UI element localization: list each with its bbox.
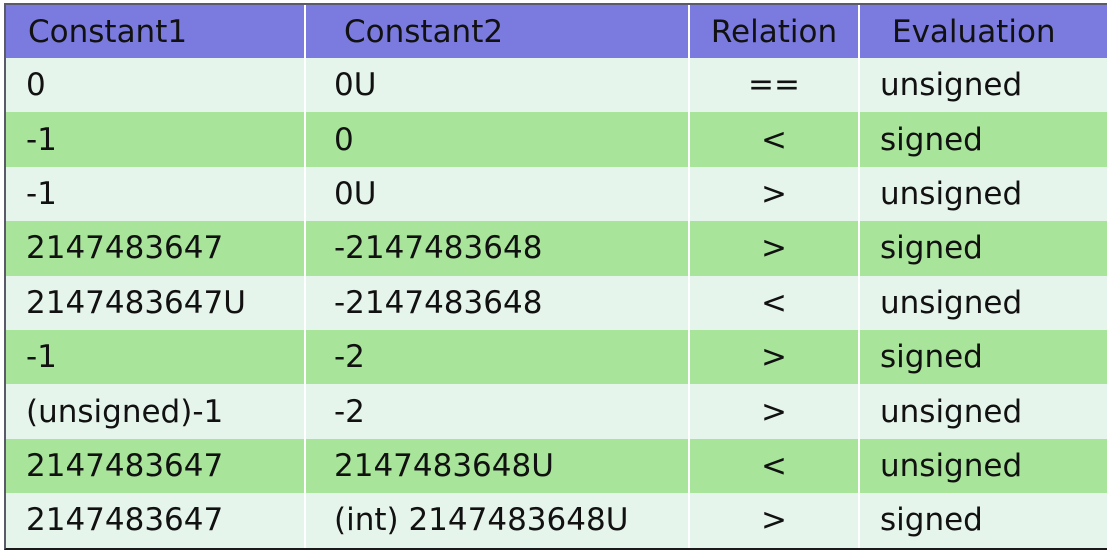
table-row: 2147483647 (int) 2147483648U > signed: [6, 493, 1107, 548]
table-row: -1 0U > unsigned: [6, 166, 1107, 222]
table-header-row: Constant1 Constant2 Relation Evaluation: [6, 5, 1107, 58]
table-row: 2147483647 -2147483648 > signed: [6, 221, 1107, 276]
evaluation-cell: unsigned: [880, 447, 1023, 484]
header-evaluation: Evaluation: [892, 13, 1056, 50]
evaluation-cell: unsigned: [880, 284, 1023, 321]
table-row: 2147483647 2147483648U < unsigned: [6, 438, 1107, 494]
evaluation-cell: signed: [880, 339, 983, 376]
constant2-cell: -2147483648: [306, 275, 690, 330]
relation-cell: >: [690, 166, 860, 222]
relation-cell: <: [690, 438, 860, 494]
constant2-cell: -2: [306, 384, 690, 439]
constant1-cell: 2147483647: [6, 493, 306, 548]
relation-cell: <: [690, 112, 860, 167]
evaluation-cell: signed: [880, 502, 983, 539]
relation-cell: <: [690, 275, 860, 330]
header-relation: Relation: [690, 5, 860, 58]
table-body: 0 0U == unsigned -1 0 < signed -1 0U > unsigned 2147…: [6, 58, 1107, 548]
table-row: -1 -2 > signed: [6, 329, 1107, 385]
constant1-cell: 2147483647: [6, 438, 306, 494]
table-row: 2147483647U -2147483648 < unsigned: [6, 275, 1107, 330]
header-constant1: Constant1: [6, 5, 306, 58]
comparison-table: Constant1 Constant2 Relation Evaluation …: [4, 3, 1107, 550]
constant2-cell: -2: [306, 329, 690, 385]
evaluation-cell: unsigned: [880, 393, 1023, 430]
constant1-cell: -1: [6, 329, 306, 385]
constant2-cell: 0U: [306, 58, 690, 113]
relation-cell: >: [690, 329, 860, 385]
evaluation-cell: unsigned: [880, 67, 1023, 104]
constant2-cell: 2147483648U: [306, 438, 690, 494]
relation-cell: >: [690, 493, 860, 548]
table-row: 0 0U == unsigned: [6, 58, 1107, 113]
relation-cell: >: [690, 384, 860, 439]
evaluation-cell: signed: [880, 230, 983, 267]
relation-cell: >: [690, 221, 860, 276]
constant1-cell: 2147483647: [6, 221, 306, 276]
constant2-cell: 0U: [306, 166, 690, 222]
relation-cell: ==: [690, 58, 860, 113]
constant2-cell: (int) 2147483648U: [306, 493, 690, 548]
constant2-cell: 0: [306, 112, 690, 167]
constant2-cell: -2147483648: [306, 221, 690, 276]
constant1-cell: 0: [6, 58, 306, 113]
evaluation-cell: unsigned: [880, 175, 1023, 212]
constant1-cell: -1: [6, 112, 306, 167]
table-row: (unsigned)-1 -2 > unsigned: [6, 384, 1107, 439]
constant1-cell: (unsigned)-1: [6, 384, 306, 439]
constant1-cell: 2147483647U: [6, 275, 306, 330]
evaluation-cell: signed: [880, 121, 983, 158]
header-constant2: Constant2: [306, 5, 690, 58]
constant1-cell: -1: [6, 166, 306, 222]
table-row: -1 0 < signed: [6, 112, 1107, 167]
